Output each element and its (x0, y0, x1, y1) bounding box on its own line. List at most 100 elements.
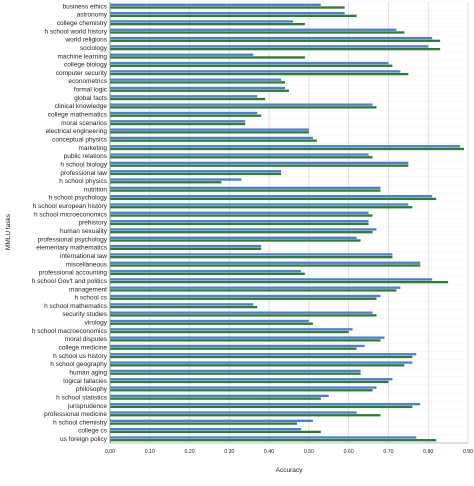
bar-series-2 (110, 289, 397, 292)
bar-series-2 (110, 439, 437, 442)
bar-series-1 (110, 11, 345, 15)
bar-series-1 (110, 361, 413, 364)
bar-series-2 (110, 405, 413, 409)
bar-series-1 (110, 36, 433, 40)
category-label: security studies (62, 311, 108, 318)
category-label: h school mathematics (44, 303, 108, 310)
bar-series-2 (110, 305, 258, 309)
bar-series-1 (110, 269, 301, 273)
bar-series-1 (110, 28, 397, 31)
category-label: h school world history (45, 28, 108, 35)
grid-lines (109, 1, 469, 444)
category-label: global facts (74, 95, 108, 102)
category-label: world religions (64, 37, 107, 44)
category-label: college medicine (59, 345, 108, 352)
bar-series-2 (110, 122, 246, 126)
bars (110, 3, 465, 442)
bar-series-2 (110, 197, 437, 201)
bar-series-1 (110, 120, 246, 123)
x-axis-label: Accuracy (276, 467, 303, 474)
category-label: electrical engineering (46, 128, 108, 135)
bar-series-2 (110, 156, 373, 159)
bar-series-1 (110, 103, 373, 106)
x-tick-label: 0.60 (344, 449, 354, 455)
bar-series-2 (110, 231, 373, 234)
category-label: college mathematics (48, 112, 108, 119)
bar-series-2 (110, 222, 369, 226)
category-label: h school physics (59, 178, 107, 185)
bar-series-1 (110, 344, 365, 348)
category-label: business ethics (63, 3, 108, 10)
bar-series-2 (110, 347, 357, 350)
category-label: professional psychology (38, 236, 108, 243)
bar-series-2 (110, 139, 317, 142)
bar-series-1 (110, 20, 293, 23)
bar-series-2 (110, 14, 357, 18)
category-label: econometrics (68, 78, 107, 85)
category-label: h school psychology (48, 195, 107, 202)
bar-series-1 (110, 136, 313, 140)
bar-series-1 (110, 45, 429, 48)
bar-series-1 (110, 411, 357, 414)
bar-series-1 (110, 53, 254, 56)
bar-series-2 (110, 422, 297, 425)
category-label: us foreign policy (60, 436, 108, 443)
category-label: clinical knowledge (55, 103, 108, 110)
bar-series-1 (110, 403, 421, 406)
category-label: prehistory (78, 220, 107, 227)
bar-series-1 (110, 161, 409, 165)
x-tick-label: 0.90 (463, 449, 473, 455)
category-label: international law (60, 253, 107, 260)
bar-series-2 (110, 164, 409, 167)
category-label: professional accounting (39, 270, 108, 277)
bar-series-2 (110, 39, 441, 42)
category-label: formal logic (74, 87, 108, 94)
category-label: h school macroeconomics (32, 328, 108, 335)
bar-series-1 (110, 78, 282, 81)
x-tick-label: 0.00 (105, 449, 115, 455)
bar-series-1 (110, 378, 393, 381)
x-tick-label: 0.70 (383, 449, 393, 455)
category-label: human aging (69, 369, 107, 376)
bar-series-2 (110, 72, 409, 76)
x-tick-label: 0.20 (185, 449, 195, 455)
bar-series-2 (110, 255, 393, 259)
bar-series-2 (110, 206, 413, 209)
bar-series-2 (110, 64, 393, 67)
bar-series-2 (110, 56, 305, 59)
category-label: miscellaneous (66, 261, 108, 268)
category-label: h school cs (74, 295, 107, 302)
category-label: computer security (56, 70, 108, 77)
category-label: college biology (64, 62, 108, 69)
bar-series-1 (110, 128, 309, 131)
bar-series-2 (110, 314, 377, 317)
category-label: moral scenarios (61, 120, 108, 127)
category-label: conceptual physics (52, 136, 108, 143)
bar-series-1 (110, 3, 321, 6)
category-label: sociology (80, 45, 108, 52)
bar-series-1 (110, 70, 401, 73)
x-tick-label: 0.30 (224, 449, 234, 455)
bar-series-1 (110, 86, 286, 90)
bar-series-1 (110, 211, 369, 214)
category-label: nutrition (84, 186, 108, 193)
bar-series-2 (110, 189, 381, 192)
bar-series-1 (110, 261, 421, 264)
bar-series-2 (110, 89, 289, 92)
bar-series-1 (110, 394, 329, 398)
category-label: h school chemistry (53, 419, 108, 426)
category-label: moral disputes (65, 336, 108, 343)
category-label: elementary mathematics (36, 245, 108, 252)
x-tick-label: 0.80 (423, 449, 433, 455)
bar-series-1 (110, 278, 433, 281)
bar-series-2 (110, 106, 377, 109)
category-label: professional law (60, 170, 107, 177)
bar-series-2 (110, 430, 321, 434)
bar-series-2 (110, 23, 305, 26)
bar-series-2 (110, 414, 381, 417)
bar-series-2 (110, 372, 361, 375)
category-label: college cs (78, 428, 108, 435)
bar-series-2 (110, 97, 266, 101)
bar-series-2 (110, 397, 321, 400)
category-label: philosophy (76, 386, 108, 393)
